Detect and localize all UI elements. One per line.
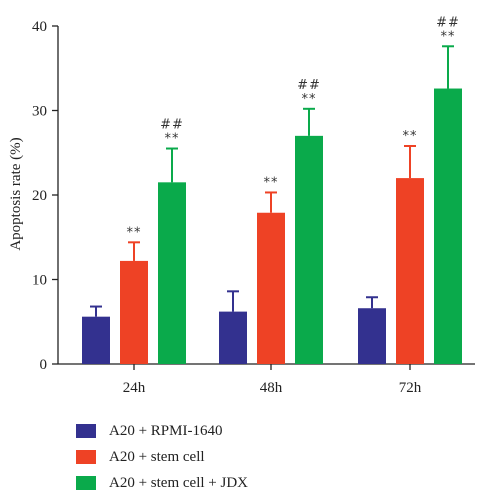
x-tick-label-24h: 24h — [123, 380, 146, 396]
bar-1-72h — [396, 178, 424, 364]
legend-label-stem-cell-jdx: A20 + stem cell + JDX — [109, 474, 248, 491]
significance-2-72h-1: ** — [441, 29, 456, 44]
bar-0-72h — [358, 308, 386, 364]
x-tick-label-72h: 72h — [399, 380, 422, 396]
y-tick-label-20: 20 — [32, 188, 47, 204]
significance-2-24h-0: ## — [160, 118, 184, 133]
legend-item-stem-cell-jdx: A20 + stem cell + JDX — [76, 470, 248, 496]
bar-1-48h — [257, 212, 285, 364]
legend-swatch-rpmi — [76, 424, 96, 438]
y-axis: 0 10 20 30 40 — [32, 19, 59, 373]
legend-item-stem-cell: A20 + stem cell — [76, 444, 248, 470]
bar-1-24h — [120, 260, 148, 364]
y-axis-title: Apoptosis rate (%) — [8, 137, 24, 250]
legend-label-rpmi: A20 + RPMI-1640 — [109, 422, 223, 439]
y-tick-label-40: 40 — [32, 19, 47, 35]
significance-1-24h-0: ** — [127, 225, 142, 240]
x-tick-label-48h: 48h — [260, 380, 283, 396]
significance-1-72h-0: ** — [403, 129, 418, 144]
legend-swatch-stem-cell-jdx — [76, 476, 96, 490]
bar-2-72h — [434, 88, 462, 364]
y-tick-label-10: 10 — [32, 273, 47, 289]
legend-swatch-stem-cell — [76, 450, 96, 464]
significance-1-48h-0: ** — [264, 175, 279, 190]
significance-2-72h-0: ## — [436, 15, 460, 30]
legend-item-rpmi: A20 + RPMI-1640 — [76, 418, 248, 444]
y-tick-label-0: 0 — [40, 357, 48, 373]
x-axis: 24h 48h 72h — [58, 363, 475, 396]
significance-2-48h-1: ** — [302, 92, 317, 107]
legend-label-stem-cell: A20 + stem cell — [109, 448, 205, 465]
bar-2-24h — [158, 182, 186, 364]
significance-2-24h-1: ** — [165, 132, 180, 147]
bar-0-48h — [219, 311, 247, 364]
significance-2-48h-0: ## — [297, 78, 321, 93]
bars: **##****##****##** — [82, 15, 462, 364]
y-tick-label-30: 30 — [32, 104, 47, 120]
bar-2-48h — [295, 135, 323, 364]
legend: A20 + RPMI-1640 A20 + stem cell A20 + st… — [76, 418, 248, 496]
bar-0-24h — [82, 316, 110, 364]
